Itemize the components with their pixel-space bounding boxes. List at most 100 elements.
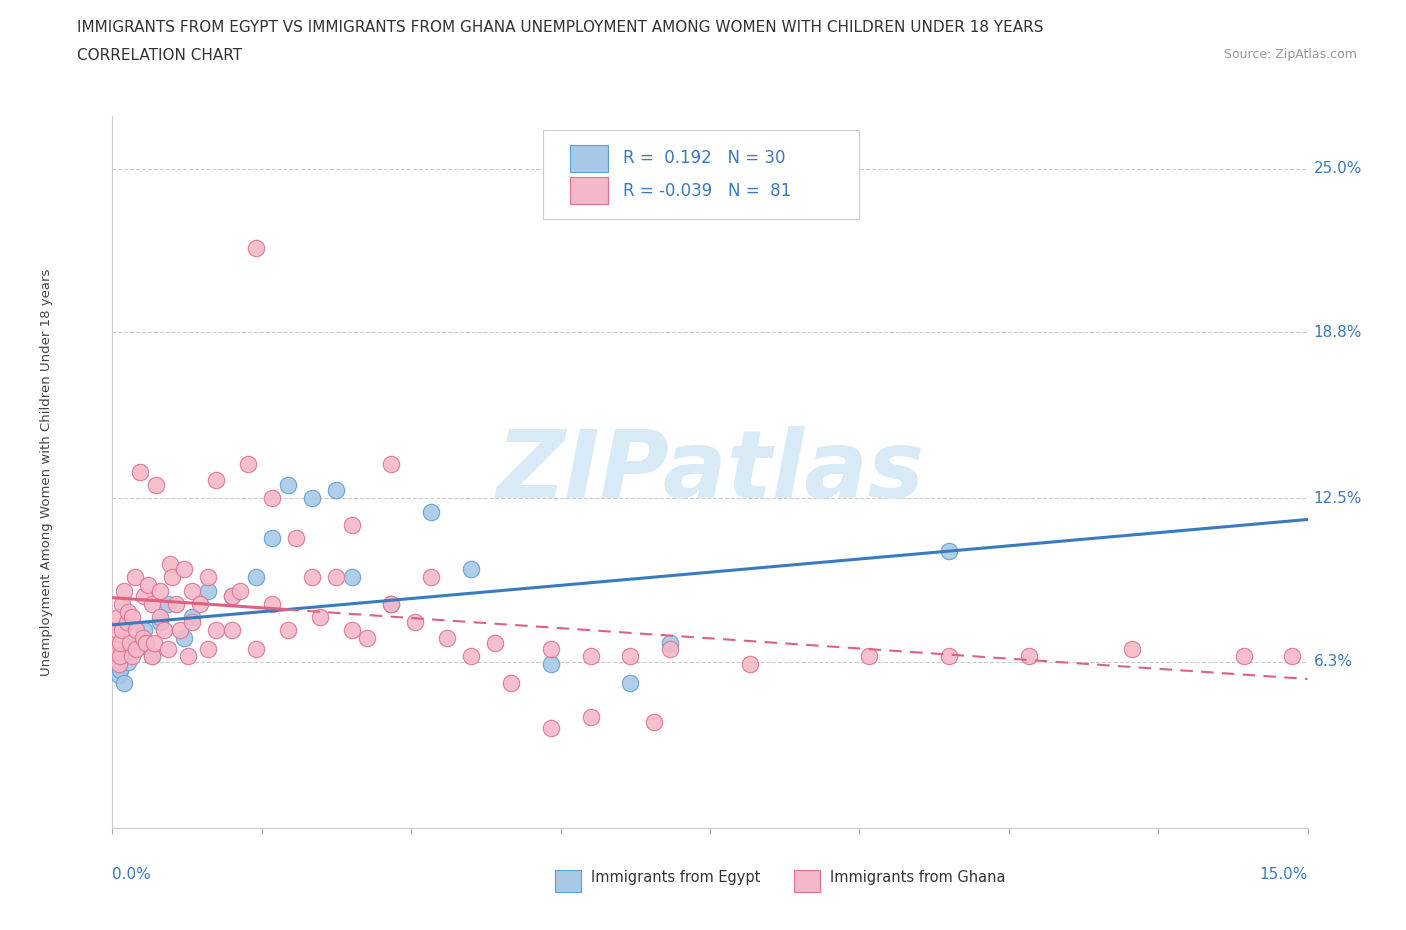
Text: 6.3%: 6.3% [1313, 654, 1353, 670]
Point [134, 589, 156, 604]
Point [277, 478, 299, 493]
Text: 18.8%: 18.8% [1313, 325, 1362, 339]
Point [325, 483, 347, 498]
Text: ZIPatlas: ZIPatlas [496, 426, 924, 518]
Point [221, 623, 243, 638]
Point [121, 636, 143, 651]
Point [540, 641, 562, 656]
Point [197, 583, 219, 598]
Text: Source: ZipAtlas.com: Source: ZipAtlas.com [1223, 48, 1357, 61]
Text: Immigrants from Egypt: Immigrants from Egypt [591, 870, 759, 885]
Point [110, 662, 132, 677]
Text: R =  0.192   N = 30: R = 0.192 N = 30 [623, 149, 786, 167]
Point [153, 623, 176, 638]
Point [149, 615, 172, 630]
Point [325, 570, 347, 585]
Point [858, 649, 880, 664]
Point [141, 596, 163, 611]
Point [132, 631, 155, 645]
Point [277, 623, 299, 638]
Point [121, 649, 143, 664]
Point [205, 472, 228, 487]
FancyBboxPatch shape [571, 178, 609, 205]
Text: Immigrants from Ghana: Immigrants from Ghana [830, 870, 1005, 885]
Point [460, 562, 482, 577]
FancyBboxPatch shape [554, 870, 581, 892]
Point [105, 641, 128, 656]
Point [134, 623, 156, 638]
Point [205, 623, 228, 638]
Point [121, 609, 143, 624]
Point [380, 596, 402, 611]
Point [340, 517, 363, 532]
Point [125, 641, 148, 656]
Point [540, 657, 562, 671]
Point [1233, 649, 1256, 664]
Point [169, 623, 191, 638]
Point [105, 623, 128, 638]
Point [108, 657, 131, 671]
Point [340, 570, 363, 585]
Point [149, 583, 172, 598]
Point [181, 615, 204, 630]
Point [236, 457, 259, 472]
Point [484, 636, 506, 651]
Point [420, 570, 443, 585]
Point [260, 530, 283, 545]
Point [221, 589, 243, 604]
Point [221, 589, 243, 604]
Text: IMMIGRANTS FROM EGYPT VS IMMIGRANTS FROM GHANA UNEMPLOYMENT AMONG WOMEN WITH CHI: IMMIGRANTS FROM EGYPT VS IMMIGRANTS FROM… [77, 20, 1043, 35]
Point [129, 465, 152, 480]
Point [738, 657, 761, 671]
Point [177, 649, 200, 664]
Point [340, 623, 363, 638]
Point [284, 530, 307, 545]
Point [181, 583, 204, 598]
Point [111, 649, 134, 664]
Point [173, 562, 195, 577]
Point [938, 543, 960, 558]
Point [260, 491, 283, 506]
Text: 25.0%: 25.0% [1313, 162, 1362, 177]
Point [643, 715, 665, 730]
Point [117, 655, 139, 670]
Point [420, 504, 443, 519]
Point [308, 609, 330, 624]
FancyBboxPatch shape [543, 130, 859, 219]
Point [579, 649, 602, 664]
Point [118, 636, 141, 651]
Point [380, 457, 402, 472]
Point [1121, 641, 1143, 656]
Point [173, 631, 195, 645]
Point [460, 649, 482, 664]
Point [659, 636, 682, 651]
Point [619, 649, 641, 664]
Point [125, 623, 148, 638]
Text: Unemployment Among Women with Children Under 18 years: Unemployment Among Women with Children U… [41, 268, 53, 676]
Point [162, 570, 183, 585]
Point [111, 623, 134, 638]
Point [111, 596, 134, 611]
Point [404, 615, 426, 630]
Point [1281, 649, 1303, 664]
Point [145, 478, 167, 493]
Point [245, 241, 267, 256]
Point [107, 609, 129, 624]
Point [436, 631, 458, 645]
Text: 0.0%: 0.0% [112, 867, 152, 882]
Point [260, 596, 283, 611]
Point [114, 675, 135, 690]
Point [579, 710, 602, 724]
Point [380, 596, 402, 611]
Point [197, 641, 219, 656]
Text: 12.5%: 12.5% [1313, 491, 1362, 506]
Point [540, 720, 562, 735]
Text: 15.0%: 15.0% [1260, 867, 1308, 882]
Point [245, 641, 267, 656]
FancyBboxPatch shape [794, 870, 820, 892]
Point [301, 491, 323, 506]
Point [125, 641, 148, 656]
Point [108, 668, 131, 683]
Point [165, 596, 187, 611]
Point [245, 570, 267, 585]
